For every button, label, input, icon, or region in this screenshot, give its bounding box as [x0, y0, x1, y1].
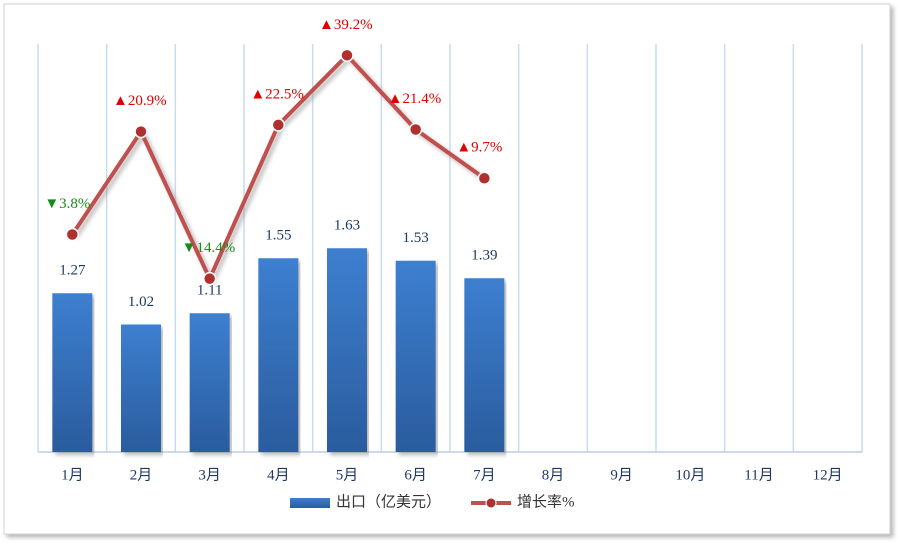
x-tick-label: 2月: [130, 467, 153, 483]
point: [408, 122, 423, 137]
x-tick-label: 6月: [404, 467, 427, 483]
bar: [258, 258, 299, 452]
legend-label: 增长率%: [517, 493, 575, 510]
legend-swatch: [290, 498, 330, 508]
point: [340, 48, 354, 63]
point: [202, 271, 217, 286]
data-label: ▲21.4%: [388, 91, 442, 107]
bar: [52, 293, 93, 452]
x-tick-label: 8月: [542, 467, 565, 483]
point: [271, 118, 286, 132]
data-label: ▼3.8%: [44, 196, 90, 212]
legend-label: 出口（亿美元）: [336, 493, 441, 510]
data-label: 1.39: [471, 248, 497, 264]
x-tick-label: 1月: [61, 467, 84, 483]
data-label: ▲9.7%: [456, 140, 502, 156]
data-label: 1.11: [197, 283, 223, 299]
x-tick-label: 10月: [675, 467, 705, 483]
bar: [327, 248, 367, 452]
point: [65, 227, 80, 242]
data-label: 1.53: [403, 230, 429, 246]
data-label: ▲22.5%: [250, 86, 304, 102]
x-tick-label: 3月: [198, 467, 221, 483]
bar: [464, 278, 505, 452]
legend-swatch: [485, 497, 497, 509]
x-tick-label: 4月: [267, 467, 290, 483]
x-tick-label: 5月: [336, 467, 359, 483]
x-tick-label: 12月: [813, 467, 843, 483]
point: [134, 124, 148, 139]
data-label: 1.27: [59, 263, 86, 279]
bar: [395, 260, 436, 452]
bar: [189, 313, 230, 452]
bar: [121, 324, 161, 452]
x-tick-label: 11月: [744, 467, 773, 483]
data-label: ▼14.4%: [182, 240, 236, 256]
data-label: 1.55: [265, 228, 291, 244]
data-label: 1.63: [334, 218, 360, 234]
data-label: ▲20.9%: [113, 93, 167, 109]
data-label: 1.02: [128, 294, 154, 310]
x-tick-label: 7月: [473, 467, 496, 483]
frame: [3, 3, 891, 535]
x-tick-label: 9月: [610, 467, 633, 483]
data-label: ▲39.2%: [319, 17, 373, 33]
point: [477, 171, 492, 185]
